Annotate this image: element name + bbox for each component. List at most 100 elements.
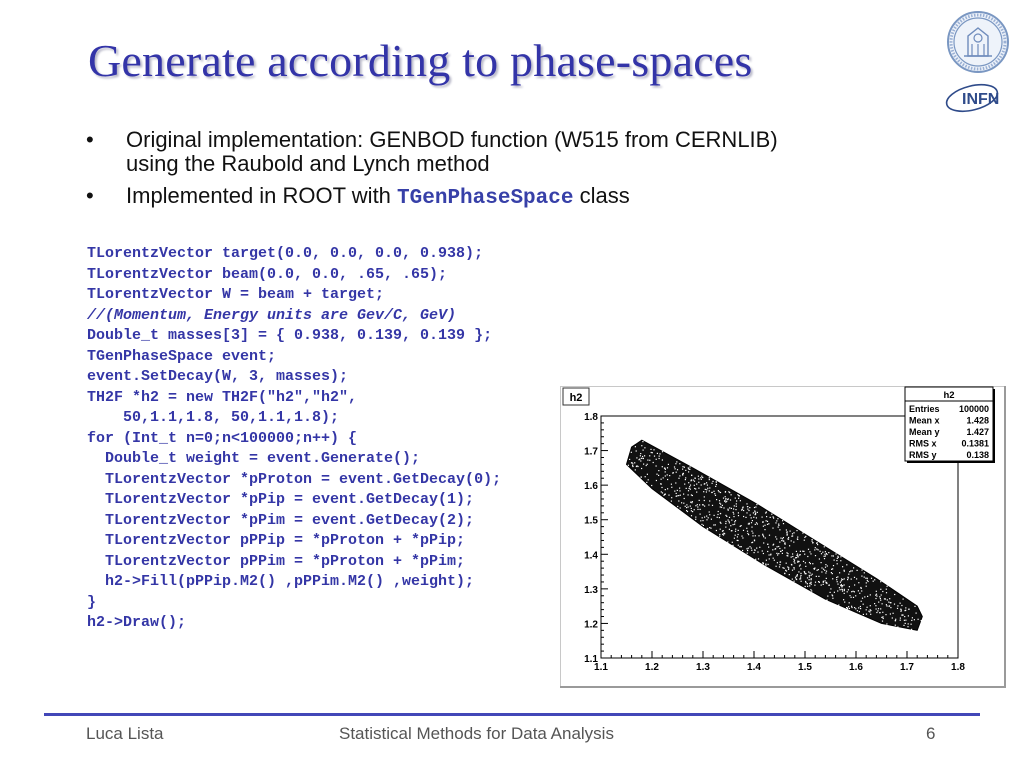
scatter-point: [776, 552, 778, 554]
scatter-point: [703, 491, 705, 493]
scatter-point: [824, 553, 826, 555]
scatter-point: [687, 494, 689, 496]
scatter-point: [896, 607, 899, 609]
scatter-point: [782, 523, 785, 525]
x-tick-label: 1.6: [849, 662, 863, 673]
scatter-point: [746, 503, 748, 505]
scatter-point: [910, 623, 912, 625]
scatter-point: [796, 554, 798, 556]
scatter-point: [782, 537, 784, 539]
scatter-point: [784, 543, 786, 545]
scatter-point: [767, 563, 769, 565]
scatter-point: [762, 533, 764, 535]
page-number: 6: [926, 724, 936, 743]
scatter-point: [869, 594, 871, 596]
scatter-point: [664, 493, 666, 495]
scatter-point: [751, 542, 753, 544]
scatter-point: [741, 509, 743, 511]
scatter-point: [716, 516, 718, 518]
scatter-point: [644, 455, 646, 457]
scatter-point: [754, 513, 757, 515]
scatter-point: [682, 468, 684, 470]
scatter-point: [684, 479, 686, 481]
scatter-point: [789, 545, 791, 547]
scatter-point: [795, 557, 798, 559]
scatter-point: [635, 450, 637, 452]
scatter-point: [662, 477, 664, 479]
scatter-point: [812, 542, 814, 544]
scatter-point: [875, 597, 877, 600]
scatter-point: [920, 620, 922, 622]
scatter-point: [756, 547, 758, 549]
scatter-point: [690, 494, 692, 496]
scatter-point: [843, 584, 845, 586]
scatter-point: [725, 498, 727, 500]
bullet-text-line2: using the Raubold and Lynch method: [126, 151, 490, 176]
scatter-point: [880, 599, 882, 601]
scatter-point: [694, 487, 696, 490]
scatter-point: [790, 540, 792, 542]
scatter-point: [706, 519, 708, 521]
scatter-point: [792, 535, 794, 537]
scatter-point: [781, 538, 784, 540]
scatter-point: [905, 609, 907, 611]
scatter-point: [683, 502, 685, 504]
scatter-point: [711, 504, 714, 506]
scatter-point: [768, 523, 770, 525]
code-line: TLorentzVector W = beam + target;: [87, 286, 385, 303]
scatter-point: [778, 553, 780, 555]
scatter-point: [869, 609, 871, 611]
scatter-point: [762, 563, 764, 565]
scatter-point: [876, 595, 878, 597]
scatter-point: [830, 572, 832, 574]
scatter-point: [686, 504, 688, 506]
stats-value: 0.138: [966, 450, 989, 460]
scatter-point: [858, 607, 860, 609]
scatter-point: [886, 599, 888, 601]
infn-logo: INFN: [945, 83, 999, 113]
scatter-point: [674, 490, 676, 492]
x-tick-label: 1.5: [798, 662, 812, 673]
scatter-point: [667, 488, 669, 490]
scatter-point: [793, 561, 795, 563]
scatter-point: [691, 502, 693, 504]
scatter-point: [814, 549, 816, 551]
scatter-point: [689, 488, 691, 490]
scatter-point: [911, 619, 913, 621]
scatter-point: [849, 595, 851, 597]
scatter-point: [773, 543, 775, 545]
scatter-point: [820, 562, 822, 564]
scatter-point: [843, 599, 845, 601]
scatter-point: [904, 622, 906, 624]
scatter-point: [750, 522, 753, 524]
scatter-point: [725, 501, 727, 503]
scatter-point: [804, 585, 806, 588]
scatter-point: [856, 610, 858, 612]
bullet-item: • Implemented in ROOT with TGenPhaseSpac…: [86, 184, 906, 211]
scatter-point: [718, 491, 720, 493]
scatter-point: [793, 580, 795, 582]
scatter-point: [837, 555, 839, 557]
scatter-point: [879, 612, 881, 614]
y-tick-label: 1.1: [584, 654, 598, 665]
scatter-point: [635, 465, 637, 468]
scatter-point: [863, 572, 865, 574]
scatter-point: [817, 544, 819, 546]
scatter-point: [843, 569, 845, 571]
scatter-point: [820, 584, 822, 586]
scatter-point: [762, 562, 764, 564]
code-line: TH2F *h2 = new TH2F("h2","h2",: [87, 388, 358, 406]
scatter-point: [739, 525, 741, 527]
scatter-point: [818, 581, 820, 583]
scatter-point: [719, 512, 722, 515]
scatter-point: [773, 517, 775, 519]
scatter-point: [781, 549, 783, 551]
scatter-point: [742, 549, 744, 552]
scatter-point: [773, 559, 775, 561]
x-tick-label: 1.8: [951, 662, 965, 673]
scatter-point: [703, 483, 705, 485]
scatter-point: [901, 614, 903, 616]
scatter-point: [803, 539, 805, 541]
scatter-point: [742, 507, 744, 509]
scatter-point: [765, 564, 767, 566]
